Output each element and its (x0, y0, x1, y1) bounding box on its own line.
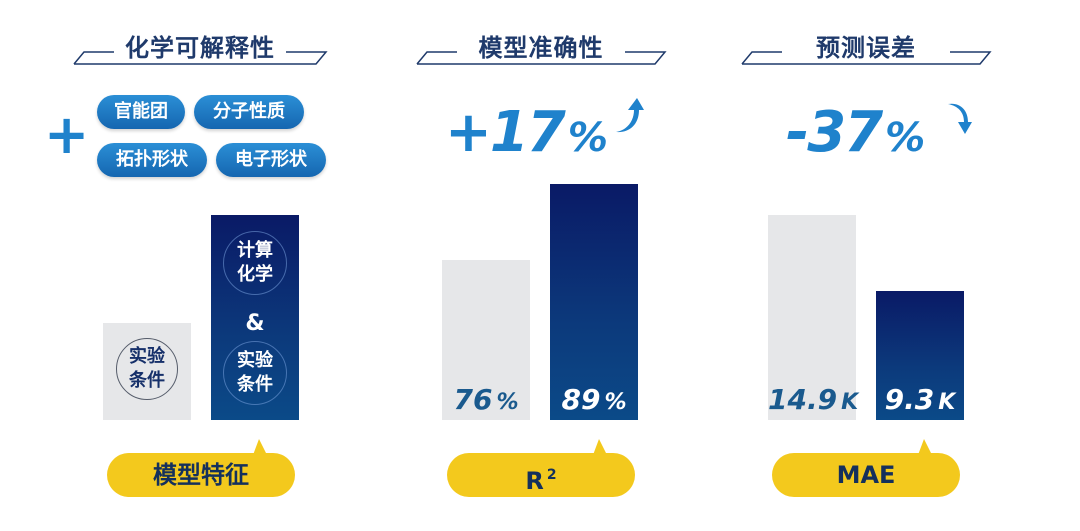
plus-icon: + (44, 103, 90, 166)
badge-model-features: 模型特征 (107, 439, 295, 497)
badge-label: R (525, 467, 544, 495)
circle-text: 实验 (237, 350, 273, 371)
badge-label: MAE (836, 461, 896, 489)
circle-text: 计算 (237, 240, 273, 261)
accuracy-delta: +17% (445, 100, 608, 165)
delta-unit: % (885, 115, 926, 161)
bar-value: 14.9 K (768, 383, 859, 416)
badge-mae: MAE (772, 439, 960, 497)
arrow-up-icon (616, 98, 644, 133)
badge-label: 模型特征 (153, 461, 249, 489)
delta-unit: % (567, 115, 608, 161)
badge-pointer (593, 439, 607, 455)
ampersand: & (245, 311, 265, 336)
badge-superscript: 2 (546, 467, 557, 483)
tag-functional-group: 官能团 (97, 95, 185, 129)
circle-text: 条件 (129, 370, 165, 391)
panel-interpretability: 化学可解释性 (70, 0, 330, 531)
circle-text: 化学 (237, 264, 273, 285)
experiment-conditions-circle: 实验 条件 (116, 338, 178, 400)
r2-bar-baseline: 76% (442, 260, 530, 420)
circle-text: 实验 (129, 346, 165, 367)
arrow-down-icon (948, 103, 972, 134)
bar-value: 9.3 K (884, 383, 956, 416)
panel-title: 化学可解释性 (125, 34, 275, 62)
feature-bar-baseline: 实验 条件 (103, 323, 191, 420)
computational-chemistry-circle: 计算 化学 (223, 231, 287, 295)
delta-value: -37 (786, 100, 883, 165)
circle-text: 条件 (237, 374, 273, 395)
tag-molecular-property: 分子性质 (194, 95, 304, 129)
title-underline-decoration (73, 51, 328, 65)
r2-bar-enhanced: 89% (550, 184, 638, 420)
panel-title: 预测误差 (816, 34, 916, 62)
tag-electronic-shape: 电子形状 (216, 143, 326, 177)
tag-topology-shape: 拓扑形状 (97, 143, 207, 177)
title-underline-decoration (416, 51, 667, 65)
panel-title: 模型准确性 (478, 34, 604, 62)
title-underline-decoration (741, 51, 992, 65)
bar-value: 89% (561, 383, 627, 416)
panel-error: 预测误差 (738, 0, 994, 531)
error-delta: -37% (786, 100, 925, 165)
feature-bar-enhanced: 计算 化学 & 实验 条件 (211, 215, 299, 420)
bar-value: 76% (453, 383, 519, 416)
badge-pointer (253, 439, 267, 455)
mae-bar-enhanced: 9.3 K (876, 291, 964, 420)
experiment-conditions-circle: 实验 条件 (223, 341, 287, 405)
panel-accuracy: 模型准确性 (413, 0, 669, 531)
badge-pointer (918, 439, 932, 455)
delta-value: +17 (445, 100, 566, 165)
mae-bar-baseline: 14.9 K (768, 215, 859, 420)
